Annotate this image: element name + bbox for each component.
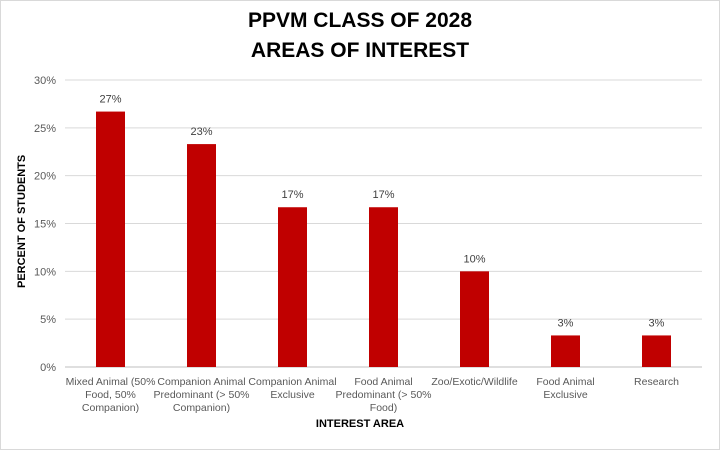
x-tick-label: Companion Animal Predominant (> 50% Compan… [153, 376, 249, 414]
bar [187, 144, 216, 367]
bar [278, 207, 307, 367]
data-label: 3% [558, 317, 574, 329]
x-tick-label: Zoo/Exotic/Wildlife [431, 376, 518, 388]
x-axis-label: INTEREST AREA [315, 418, 405, 430]
y-tick-label: 15% [34, 219, 56, 231]
data-label: 10% [463, 253, 485, 265]
x-tick-label: Food Animal Predominant (> 50% Food) [335, 376, 431, 414]
y-tick-label: 10% [34, 266, 56, 278]
bar [642, 335, 671, 367]
x-tick-label: Food Animal Exclusive [536, 376, 594, 401]
data-label: 17% [281, 189, 303, 201]
data-label: 23% [190, 126, 212, 138]
bar [551, 335, 580, 367]
y-tick-label: 20% [34, 171, 56, 183]
x-tick-label: Research [634, 376, 679, 388]
bar [460, 271, 489, 367]
y-tick-label: 30% [34, 75, 56, 87]
data-label: 3% [649, 317, 665, 329]
data-label: 27% [99, 94, 121, 106]
y-tick-label: 0% [40, 362, 56, 374]
y-axis-label: PERCENT OF STUDENTS [16, 154, 28, 288]
chart-title-line-1: PPVM CLASS OF 2028 [247, 9, 473, 32]
bar [96, 111, 125, 367]
bar [369, 207, 398, 367]
data-label: 17% [372, 189, 394, 201]
x-tick-label: Companion Animal Exclusive [248, 376, 336, 401]
chart-title-line-2: AREAS OF INTEREST [250, 39, 470, 62]
y-tick-label: 5% [40, 314, 56, 326]
x-tick-label: Mixed Animal (50% Food, 50% Companion) [66, 376, 156, 414]
y-tick-label: 25% [34, 123, 56, 135]
